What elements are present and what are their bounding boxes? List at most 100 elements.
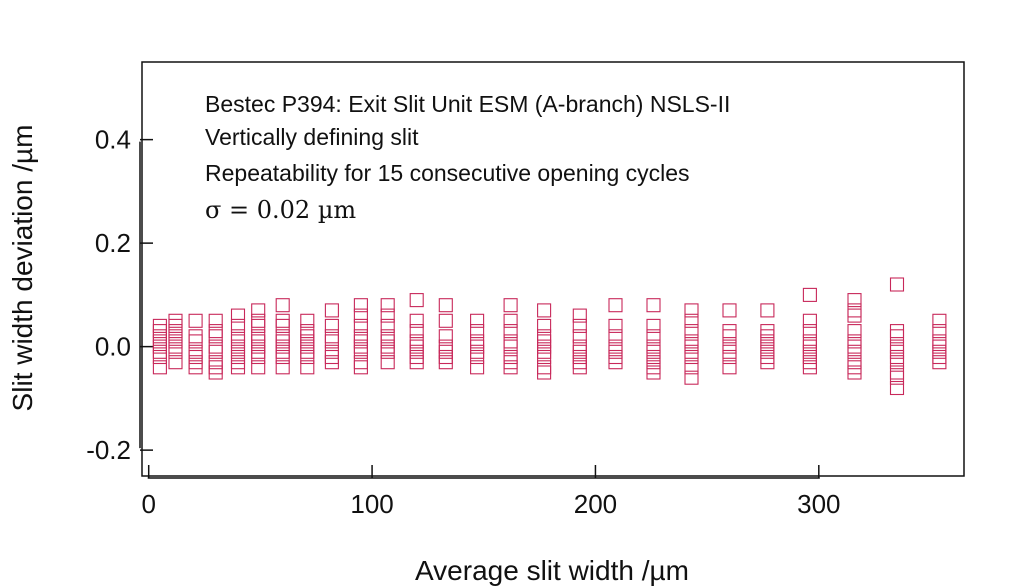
data-point: [275, 339, 290, 354]
data-point: [503, 339, 518, 354]
data-point: [409, 344, 424, 359]
data-point: [889, 355, 905, 370]
data-point: [470, 334, 485, 349]
data-point: [380, 334, 395, 349]
data-point: [409, 293, 424, 308]
data-point: [503, 355, 518, 370]
data-point: [353, 308, 368, 323]
data-point: [572, 339, 587, 354]
data-point: [208, 344, 223, 359]
x-axis-title: Average slit width /µm: [415, 555, 689, 586]
data-point: [152, 339, 167, 354]
y-tick-label: 0.0: [95, 332, 131, 362]
data-point: [251, 313, 266, 328]
data-point: [275, 334, 290, 349]
data-point: [275, 349, 290, 365]
data-point: [230, 349, 246, 365]
data-point: [152, 334, 167, 349]
data-point: [380, 355, 395, 370]
data-point: [275, 329, 290, 344]
data-point: [300, 349, 315, 365]
data-point: [438, 313, 453, 328]
data-point: [230, 334, 246, 349]
data-point: [470, 360, 485, 375]
data-point: [847, 308, 862, 323]
data-point: [188, 349, 203, 365]
data-point: [722, 329, 737, 344]
data-point: [684, 313, 699, 328]
data-point: [847, 339, 862, 354]
data-point: [380, 298, 395, 313]
data-point: [722, 339, 737, 354]
data-point: [932, 344, 947, 359]
data-point: [608, 318, 623, 333]
data-point: [646, 329, 661, 344]
data-point: [503, 334, 518, 349]
data-point: [230, 339, 246, 354]
data-point: [760, 329, 775, 344]
data-point: [470, 313, 485, 328]
data-point: [889, 324, 905, 339]
data-point: [537, 303, 552, 318]
data-point: [646, 349, 661, 365]
data-point: [608, 344, 623, 359]
data-point: [152, 349, 167, 365]
data-point: [300, 344, 315, 359]
data-point: [300, 329, 315, 344]
data-point: [208, 313, 223, 328]
data-point: [572, 344, 587, 359]
data-point: [470, 324, 485, 339]
data-point: [251, 360, 266, 375]
x-tick-label: 300: [797, 489, 840, 519]
data-point: [275, 318, 290, 333]
data-point: [572, 360, 587, 375]
data-point: [722, 303, 737, 318]
data-point: [847, 293, 862, 308]
data-point: [847, 344, 862, 359]
data-point: [230, 360, 246, 375]
data-point: [608, 339, 623, 354]
data-point: [760, 334, 775, 349]
data-point: [438, 344, 453, 359]
data-point: [932, 313, 947, 328]
data-point: [324, 318, 339, 333]
data-point: [537, 329, 552, 344]
y-axis: -0.2 0.0 0.2 0.4: [86, 125, 153, 465]
data-point: [353, 344, 368, 359]
data-point: [608, 349, 623, 365]
data-point: [802, 287, 817, 302]
data-point: [470, 339, 485, 354]
data-point: [208, 324, 223, 339]
data-point: [646, 344, 661, 359]
data-point: [889, 380, 905, 396]
data-point: [537, 339, 552, 354]
data-point: [230, 318, 246, 333]
data-point: [230, 308, 246, 323]
data-point: [324, 334, 339, 349]
data-point: [572, 318, 587, 333]
data-point: [168, 313, 183, 328]
data-point: [353, 334, 368, 349]
data-point: [168, 329, 183, 344]
data-point: [889, 277, 905, 292]
data-point: [353, 318, 368, 333]
x-tick-label: 0: [141, 489, 155, 519]
data-point: [537, 349, 552, 365]
data-point: [684, 360, 699, 375]
data-point: [847, 324, 862, 339]
data-point: [409, 349, 424, 365]
data-point: [646, 339, 661, 354]
data-point: [503, 298, 518, 313]
data-point: [251, 303, 266, 318]
data-point: [932, 339, 947, 354]
data-point: [438, 298, 453, 313]
data-markers: [152, 277, 947, 396]
data-point: [802, 344, 817, 359]
data-point: [438, 355, 453, 370]
data-point: [684, 370, 699, 385]
data-point: [503, 360, 518, 375]
data-point: [684, 334, 699, 349]
data-point: [353, 329, 368, 344]
data-point: [168, 324, 183, 339]
